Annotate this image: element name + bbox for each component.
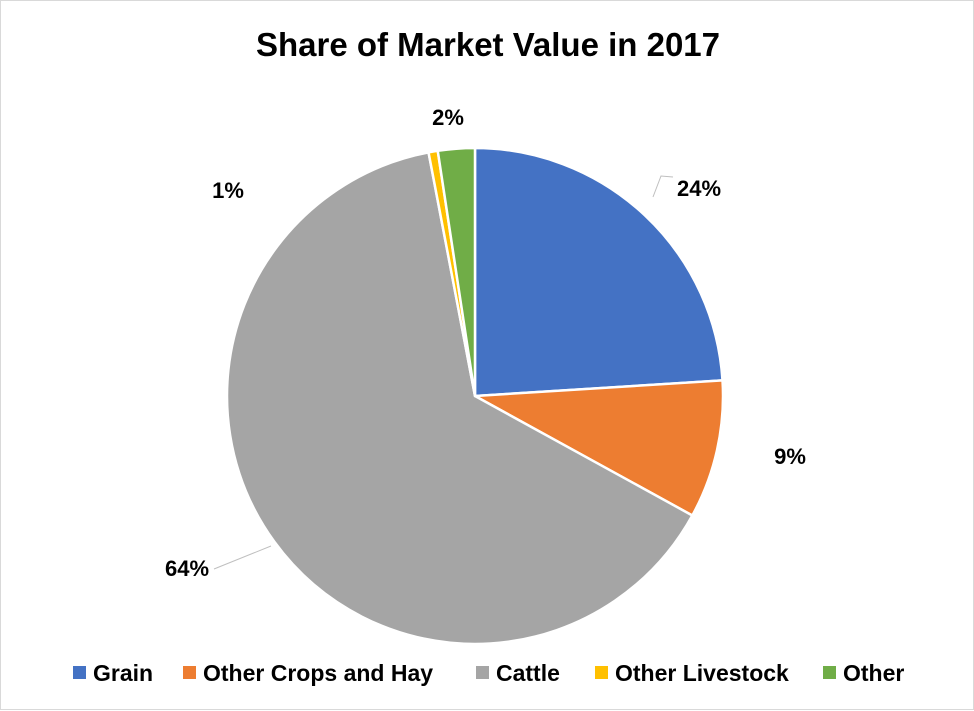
leader-line — [213, 545, 272, 570]
legend-item: Cattle — [476, 660, 560, 686]
data-label: 2% — [432, 105, 464, 130]
legend-item: Other Crops and Hay — [183, 660, 433, 686]
pie-slice-grain — [473, 146, 724, 398]
legend-label: Cattle — [496, 660, 560, 686]
chart-title: Share of Market Value in 2017 — [256, 26, 720, 63]
data-label: 9% — [774, 444, 806, 469]
legend-item: Other Livestock — [595, 660, 789, 686]
pie-slices — [225, 146, 725, 646]
legend-swatch — [73, 666, 86, 679]
data-labels: 24% 9% 64% 1% 2% — [165, 105, 806, 581]
data-label: 64% — [165, 556, 209, 581]
pie-slice-other — [436, 146, 477, 398]
data-label: 1% — [212, 178, 244, 203]
legend-label: Other Livestock — [615, 660, 789, 686]
data-label: 24% — [677, 176, 721, 201]
legend-swatch — [476, 666, 489, 679]
leader-line — [652, 175, 674, 198]
legend-swatch — [183, 666, 196, 679]
legend-label: Other Crops and Hay — [203, 660, 433, 686]
legend-label: Other — [843, 660, 904, 686]
legend-item: Other — [823, 660, 904, 686]
legend-swatch — [823, 666, 836, 679]
pie-slice-cattle — [225, 151, 694, 646]
pie-slice-other-crops-and-hay — [473, 379, 725, 517]
legend-swatch — [595, 666, 608, 679]
legend-label: Grain — [93, 660, 153, 686]
leader-lines — [213, 175, 674, 570]
legend-item: Grain — [73, 660, 153, 686]
legend: Grain Other Crops and Hay Cattle Other Live… — [73, 660, 904, 686]
